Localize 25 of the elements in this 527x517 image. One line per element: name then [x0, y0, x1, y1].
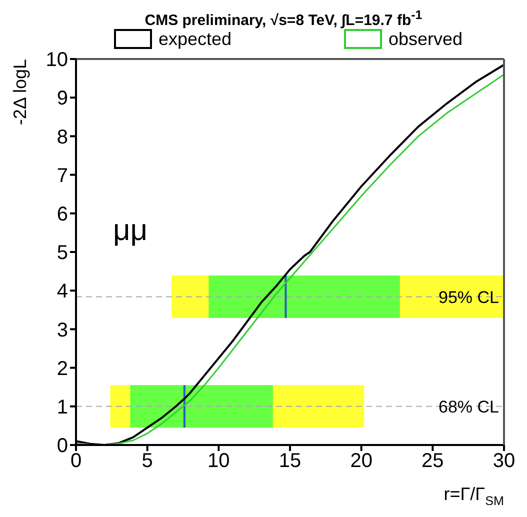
- y-tick-label: 1: [56, 396, 68, 418]
- y-tick-label: 2: [56, 358, 68, 380]
- y-tick-label: 5: [56, 242, 68, 264]
- ref-line-label: 68% CL: [438, 397, 499, 416]
- chart-title: CMS preliminary, √s=8 TeV, ∫L=19.7 fb$^{-1}$: [144, 8, 424, 29]
- legend-label: expected: [158, 28, 232, 50]
- y-tick-label: 6: [56, 204, 68, 226]
- x-tick-label: 10: [208, 450, 230, 472]
- y-axis-title: -2Δ logL: [10, 59, 30, 126]
- y-tick-label: 10: [46, 49, 68, 72]
- y-tick-label: 7: [56, 164, 68, 187]
- y-tick-label: 3: [56, 319, 68, 342]
- y-tick-label: 4: [56, 280, 68, 303]
- y-tick-label: 0: [56, 435, 68, 458]
- annotation: μμ: [113, 214, 148, 247]
- x-tick-label: 25: [422, 450, 444, 472]
- y-tick-label: 9: [56, 88, 68, 110]
- x-tick-label: 20: [350, 450, 372, 472]
- x-tick-label: 5: [142, 450, 153, 472]
- x-tick-label: 15: [278, 450, 302, 472]
- ref-line-label: 95% CL: [438, 288, 499, 307]
- y-tick-label: 8: [56, 126, 68, 148]
- legend-label: observed: [388, 28, 463, 50]
- x-tick-label: 30: [492, 450, 516, 472]
- x-axis-title: r=Γ/Γ$_{SM}$: [444, 484, 504, 508]
